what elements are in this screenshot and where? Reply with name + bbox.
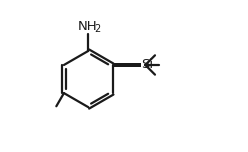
- Text: Si: Si: [142, 59, 154, 71]
- Text: NH: NH: [78, 20, 97, 33]
- Text: 2: 2: [95, 24, 101, 34]
